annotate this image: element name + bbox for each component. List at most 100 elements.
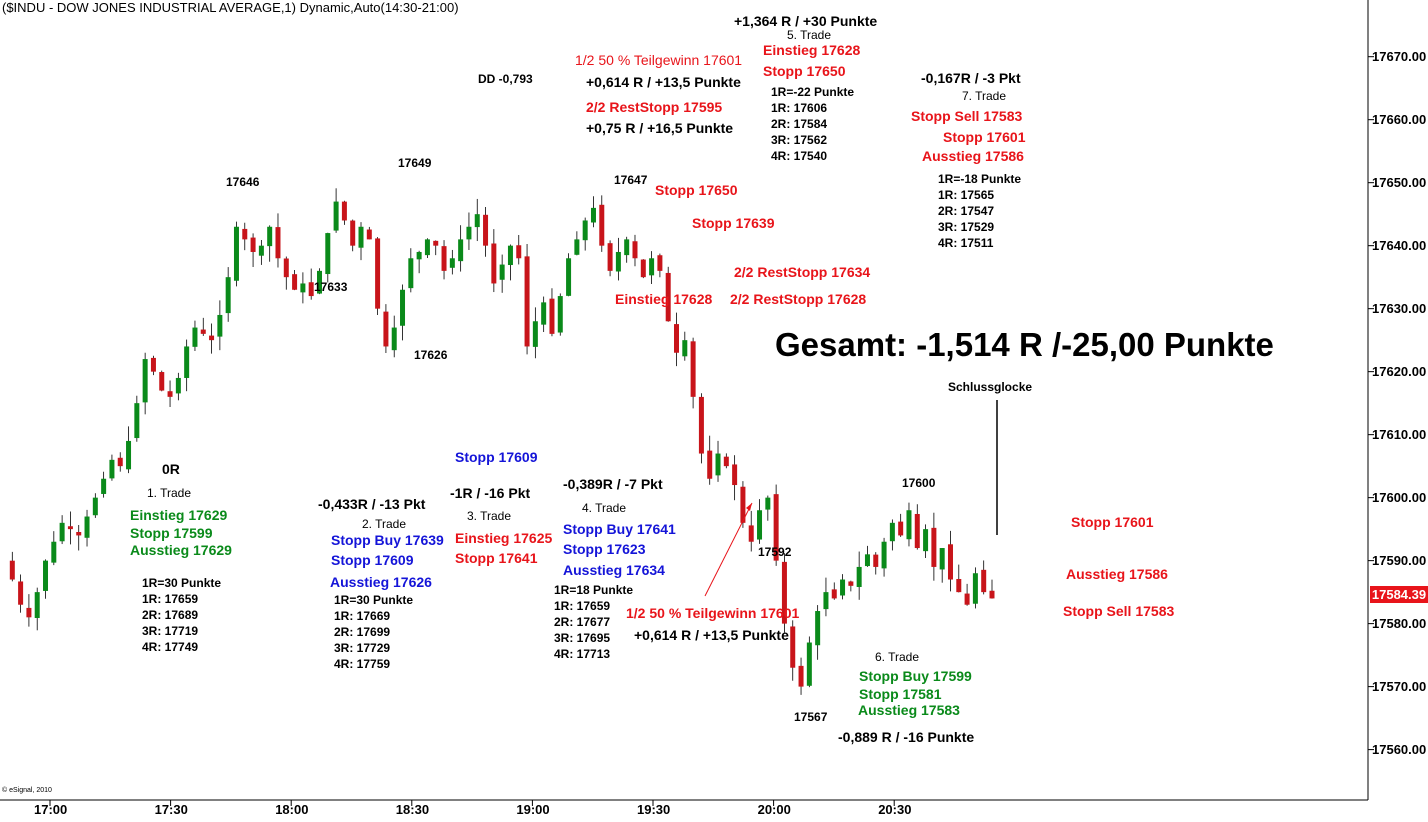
trade7-exit: Ausstieg 17586: [922, 148, 1024, 164]
candle-body: [649, 258, 655, 276]
candle-body: [615, 251, 621, 272]
candle-body: [757, 510, 763, 540]
right-stop: Stopp 17601: [1071, 514, 1154, 530]
price-label: 17646: [226, 175, 260, 189]
candle-body: [599, 204, 605, 246]
trade4-r: -0,389R / -7 Pkt: [563, 476, 663, 492]
candle-body: [947, 544, 953, 580]
candle-body: [981, 569, 987, 593]
candle-body: [624, 239, 630, 256]
candle-body: [707, 450, 713, 479]
x-tick-label: 18:00: [275, 802, 309, 817]
trade7-l4: 4R: 17511: [938, 236, 994, 250]
candle-body: [682, 340, 688, 357]
y-tick-label: 17610.00: [1372, 426, 1427, 442]
candle-body: [159, 372, 165, 391]
candle-body: [815, 611, 821, 646]
candle-body: [358, 226, 364, 248]
trade2-exit: Ausstieg 17626: [330, 574, 432, 590]
candle-body: [898, 521, 904, 536]
trade1-stop: Stopp 17599: [130, 525, 213, 541]
candle-body: [964, 593, 970, 605]
x-tick-label: 19:00: [516, 802, 550, 817]
candle-body: [350, 220, 356, 246]
trade5-l3: 3R: 17562: [771, 133, 828, 147]
candle-body: [408, 258, 414, 289]
x-tick-label: 20:30: [878, 802, 912, 817]
trade5-l4: 4R: 17540: [771, 149, 828, 163]
trade2-l3: 3R: 17729: [334, 641, 391, 655]
candle-body: [441, 246, 447, 271]
candle-body: [433, 240, 439, 246]
copyright: © eSignal, 2010: [2, 787, 52, 794]
candle-body: [732, 464, 738, 486]
candle-body: [532, 321, 538, 347]
candle-body: [18, 581, 24, 605]
candle-body: [92, 497, 98, 516]
candle-body: [873, 554, 879, 567]
price-label: 17600: [902, 476, 936, 490]
trade5-rest: 2/2 RestStopp 17595: [586, 99, 723, 115]
candle-body: [142, 359, 148, 403]
candle-body: [258, 245, 264, 256]
candle-body: [557, 296, 563, 333]
trade5-partial: 1/2 50 % Teilgewinn 17601: [575, 52, 743, 68]
price-label: 17567: [794, 710, 828, 724]
candle-body: [972, 573, 978, 604]
trade6-stop: Stopp 17581: [859, 686, 942, 702]
x-ticks-group: [49, 800, 895, 806]
trade1-l3: 3R: 17719: [142, 624, 199, 638]
trade7-r: -0,167R / -3 Pkt: [921, 70, 1021, 86]
candle-body: [109, 459, 115, 479]
candle-body: [167, 391, 173, 397]
candle-body: [889, 522, 895, 542]
candle-body: [923, 529, 929, 552]
price-label: 17626: [414, 348, 448, 362]
candle-body: [989, 590, 995, 599]
trade7-title: 7. Trade: [962, 89, 1007, 103]
trade6-exit: Ausstieg 17583: [858, 702, 960, 718]
trade6-title: 6. Trade: [875, 650, 920, 664]
candle-body: [798, 665, 804, 687]
candle-body: [914, 513, 920, 549]
candle-body: [956, 578, 962, 593]
trade7-stop: Stopp 17601: [943, 129, 1026, 145]
trade3-r: -1R / -16 Pkt: [450, 485, 531, 501]
candle-body: [43, 560, 49, 591]
trade1-l1: 1R: 17659: [142, 592, 199, 606]
candle-body: [400, 289, 406, 326]
trade2-r1: 1R=30 Punkte: [334, 593, 414, 607]
trade1-l4: 4R: 17749: [142, 640, 199, 654]
right-exit: Ausstieg 17586: [1066, 566, 1168, 582]
price-label: 17649: [398, 156, 432, 170]
summary-total: Gesamt: -1,514 R /-25,00 Punkte: [775, 326, 1274, 363]
chart-header: ($INDU - DOW JONES INDUSTRIAL AVERAGE,1)…: [2, 0, 459, 15]
trade5-r1: 1R=-22 Punkte: [771, 85, 855, 99]
trade5-stop-639: Stopp 17639: [692, 215, 775, 231]
candle-body: [300, 283, 306, 293]
trade5-stop-650: Stopp 17650: [655, 182, 738, 198]
trade5-l2: 2R: 17584: [771, 117, 828, 131]
trade5-rest-628: 2/2 RestStopp 17628: [730, 291, 867, 307]
candle-body: [233, 226, 239, 281]
trade7-l2: 2R: 17547: [938, 204, 995, 218]
candle-body: [383, 311, 389, 347]
trade1-exit: Ausstieg 17629: [130, 542, 232, 558]
candle-body: [848, 581, 854, 586]
candle-body: [748, 525, 754, 542]
y-tick-label: 17580.00: [1372, 615, 1427, 631]
x-tick-label: 19:30: [637, 802, 671, 817]
candle-body: [640, 259, 646, 278]
y-tick-label: 17650.00: [1372, 174, 1427, 190]
candle-body: [416, 251, 422, 260]
candle-body: [26, 607, 32, 618]
candle-body: [765, 497, 771, 510]
trade4-r1: 1R=18 Punkte: [554, 583, 634, 597]
candle-body: [325, 233, 331, 275]
candle-body: [499, 264, 505, 280]
candle-body: [341, 201, 347, 221]
trade5-stop: Stopp 17650: [763, 63, 846, 79]
trade6-buy: Stopp Buy 17599: [859, 668, 972, 684]
annotation-arrow: [704, 502, 753, 597]
candle-body: [200, 329, 206, 334]
